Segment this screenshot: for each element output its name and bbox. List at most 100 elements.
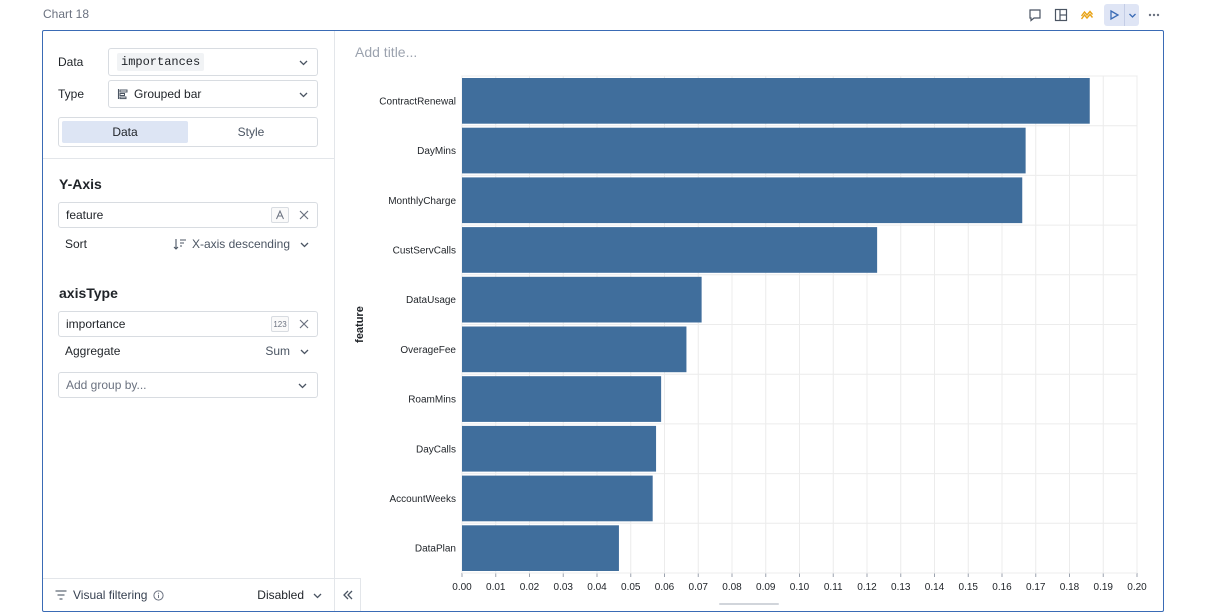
y-axis-title: feature — [354, 306, 366, 343]
x-tick-label: 0.16 — [992, 582, 1012, 593]
chart-cell-frame: Data importances Type Grouped bar Data S… — [42, 30, 1164, 612]
cell-toolbar — [1024, 4, 1165, 26]
collapse-panel-button[interactable] — [335, 578, 361, 611]
bar — [462, 326, 687, 373]
tab-data[interactable]: Data — [62, 121, 188, 143]
x-tick-label: 0.11 — [824, 582, 843, 593]
x-tick-label: 0.00 — [452, 582, 472, 593]
chevron-down-icon[interactable] — [1125, 4, 1139, 26]
y-tick-label: DataPlan — [415, 544, 456, 555]
visual-filtering-value: Disabled — [257, 588, 304, 602]
chevron-down-icon — [299, 92, 308, 98]
run-icon[interactable] — [1104, 4, 1124, 26]
group-by-placeholder: Add group by... — [66, 378, 147, 392]
y-tick-label: DayCalls — [416, 444, 456, 455]
x-tick-label: 0.08 — [722, 582, 742, 593]
type-value: Grouped bar — [134, 87, 202, 101]
bar — [462, 276, 702, 323]
sort-value: X-axis descending — [191, 237, 290, 251]
x-tick-label: 0.09 — [756, 582, 776, 593]
chevron-down-icon — [300, 242, 309, 247]
double-chevron-left-icon — [342, 590, 352, 600]
x-tick-label: 0.10 — [790, 582, 810, 593]
x-tick-label: 0.12 — [857, 582, 877, 593]
filter-icon — [55, 590, 67, 600]
type-row: Type Grouped bar — [58, 80, 318, 108]
x-tick-label: 0.14 — [925, 582, 945, 593]
chart-title-input[interactable]: Add title... — [355, 44, 418, 60]
numeric-type-icon: 123 — [271, 316, 289, 332]
bar — [462, 475, 653, 522]
bar — [462, 376, 662, 422]
run-separator — [1124, 4, 1125, 26]
y-tick-label: CustServCalls — [393, 245, 456, 256]
tab-style[interactable]: Style — [237, 125, 265, 139]
x-tick-label: 0.20 — [1127, 582, 1147, 593]
sort-row: Sort X-axis descending — [65, 237, 310, 251]
data-label: Data — [58, 55, 84, 69]
visual-filtering-bar: Visual filtering Disabled — [43, 578, 335, 611]
x-tick-label: 0.07 — [689, 582, 709, 593]
y-tick-label: RoamMins — [408, 395, 456, 406]
chevron-down-icon — [313, 593, 322, 598]
bar — [462, 177, 1023, 224]
sort-select[interactable]: X-axis descending — [173, 237, 310, 251]
remove-y-field-icon[interactable] — [298, 209, 310, 221]
x-tick-label: 0.04 — [587, 582, 607, 593]
x-tick-label: 0.15 — [959, 582, 979, 593]
resize-handle[interactable] — [719, 603, 779, 605]
x-tick-label: 0.18 — [1060, 582, 1080, 593]
data-select[interactable]: importances — [108, 48, 318, 76]
layout-icon[interactable] — [1050, 4, 1072, 26]
x-tick-label: 0.13 — [891, 582, 911, 593]
bar-chart: 0.00 0.01 0.02 0.03 0.04 0.05 0.06 0.07 0.08 0.09… — [354, 75, 1147, 593]
visual-filtering: Visual filtering — [55, 588, 165, 602]
text-type-icon — [271, 207, 289, 223]
aggregate-select[interactable]: Sum — [265, 344, 310, 358]
chevron-down-icon — [299, 60, 308, 66]
x-tick-label: 0.02 — [520, 582, 540, 593]
more-icon[interactable] — [1143, 4, 1165, 26]
chevron-down-icon — [300, 349, 309, 354]
visual-filtering-select[interactable]: Disabled — [257, 588, 323, 602]
x-axis-field[interactable]: importance 123 — [58, 311, 318, 337]
y-tick-label: DayMins — [417, 146, 456, 157]
x-tick-label: 0.19 — [1094, 582, 1114, 593]
y-tick-label: MonthlyCharge — [388, 196, 456, 207]
sparkle-icon[interactable] — [1076, 4, 1098, 26]
cell-title: Chart 18 — [43, 7, 90, 21]
x-axis-field-name: importance — [66, 317, 126, 331]
info-icon[interactable] — [153, 589, 165, 601]
config-tabs: Data Style — [58, 117, 318, 147]
bar — [462, 525, 619, 571]
data-row: Data importances — [58, 48, 318, 76]
x-tick-label: 0.17 — [1026, 582, 1046, 593]
bar — [462, 425, 657, 472]
bar — [462, 127, 1026, 174]
x-axis-title: axisType — [59, 285, 118, 301]
section-divider — [43, 158, 334, 159]
group-by-select[interactable]: Add group by... — [58, 372, 318, 398]
remove-x-field-icon[interactable] — [298, 318, 310, 330]
sort-descending-icon — [173, 239, 186, 250]
visual-filtering-label: Visual filtering — [73, 588, 148, 602]
run-group — [1104, 4, 1139, 26]
x-tick-label: 0.01 — [486, 582, 506, 593]
x-tick-label: 0.03 — [554, 582, 574, 593]
y-tick-label: DataUsage — [406, 295, 456, 306]
aggregate-row: Aggregate Sum — [65, 344, 310, 358]
x-tick-label: 0.06 — [655, 582, 675, 593]
y-axis-field[interactable]: feature — [58, 202, 318, 228]
y-tick-label: ContractRenewal — [379, 96, 456, 107]
x-tick-label: 0.05 — [621, 582, 641, 593]
bar — [462, 78, 1090, 124]
type-select[interactable]: Grouped bar — [108, 80, 318, 108]
data-value: importances — [117, 53, 205, 71]
y-axis-title: Y-Axis — [59, 176, 102, 192]
comment-icon[interactable] — [1024, 4, 1046, 26]
y-tick-label: AccountWeeks — [389, 494, 456, 505]
y-axis-field-name: feature — [66, 208, 104, 222]
y-tick-label: OverageFee — [400, 345, 456, 356]
config-panel: Data importances Type Grouped bar Data S… — [43, 31, 335, 611]
bar-chart-icon — [117, 89, 128, 100]
